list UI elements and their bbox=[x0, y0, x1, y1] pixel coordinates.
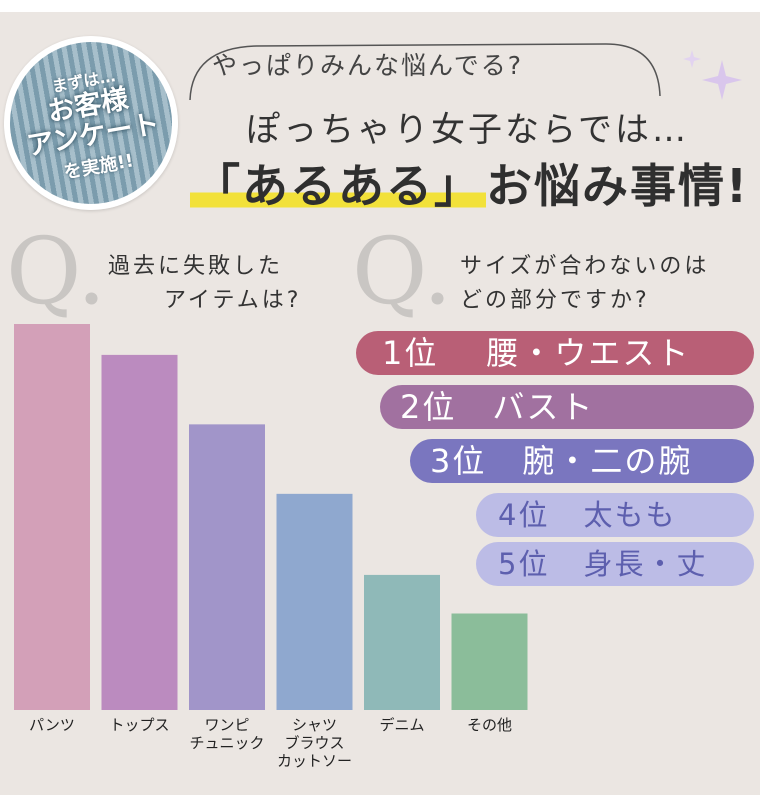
rank-3: 3位 腕・二の腕 bbox=[410, 439, 754, 483]
q1-mark: Q. bbox=[6, 218, 107, 325]
tagline-curve bbox=[189, 43, 661, 101]
title-line2: 「あるある」お悩み事情! bbox=[190, 150, 749, 216]
rank-item: 太もも bbox=[583, 498, 677, 532]
chart-svg bbox=[14, 324, 528, 710]
rank-item: 腰・ウエスト bbox=[486, 334, 691, 372]
bar-0 bbox=[14, 324, 90, 710]
category-label-3: シャツ ブラウス カットソー bbox=[276, 716, 352, 770]
bar-1 bbox=[101, 354, 178, 710]
tagline: やっぱりみんな悩んでる? bbox=[212, 51, 524, 80]
q1-question-line1: 過去に失敗した bbox=[108, 254, 284, 279]
rank-position: 4位 bbox=[498, 498, 550, 532]
rank-position: 1位 bbox=[382, 334, 439, 372]
category-label-2: ワンピ チュニック bbox=[189, 716, 265, 752]
category-label-5: その他 bbox=[466, 716, 512, 734]
rank-item: 身長・丈 bbox=[583, 547, 708, 581]
bar-4 bbox=[364, 574, 440, 710]
q2-mark: Q. bbox=[352, 218, 453, 325]
category-label-1: トップス bbox=[109, 716, 170, 734]
bar-5 bbox=[451, 613, 528, 710]
rank-position: 3位 bbox=[430, 442, 487, 480]
rank-item: 腕・二の腕 bbox=[522, 442, 693, 480]
rank-2: 2位 バスト bbox=[380, 385, 754, 429]
title-rest: お悩み事情! bbox=[486, 159, 749, 213]
failed-items-chart: パンツ トップス ワンピ チュニック シャツ ブラウス カットソー デニム その他 bbox=[0, 300, 545, 795]
title-line1: ぽっちゃり女子ならでは… bbox=[246, 110, 689, 150]
top-border bbox=[0, 0, 760, 12]
category-label-0: パンツ bbox=[29, 716, 75, 734]
rank-item: バスト bbox=[492, 388, 595, 426]
rank-1: 1位 腰・ウエスト bbox=[356, 331, 754, 375]
rank-4: 4位 太もも bbox=[476, 493, 754, 537]
sparkle-icon bbox=[683, 50, 742, 100]
rank-position: 2位 bbox=[400, 388, 457, 426]
title-highlight: 「あるある」 bbox=[190, 159, 486, 213]
rank-5: 5位 身長・丈 bbox=[476, 542, 754, 586]
bar-2 bbox=[189, 424, 265, 710]
rank-position: 5位 bbox=[498, 547, 550, 581]
category-label-4: デニム bbox=[379, 716, 425, 734]
bar-3 bbox=[276, 493, 353, 710]
q1-question-line2: アイテムは? bbox=[164, 288, 302, 313]
q2-question-line1: サイズが合わないのは bbox=[460, 254, 710, 279]
survey-badge: まずは… お客様 アンケート を実施!! bbox=[0, 22, 192, 224]
q2-question-line2: どの部分ですか? bbox=[460, 288, 650, 313]
